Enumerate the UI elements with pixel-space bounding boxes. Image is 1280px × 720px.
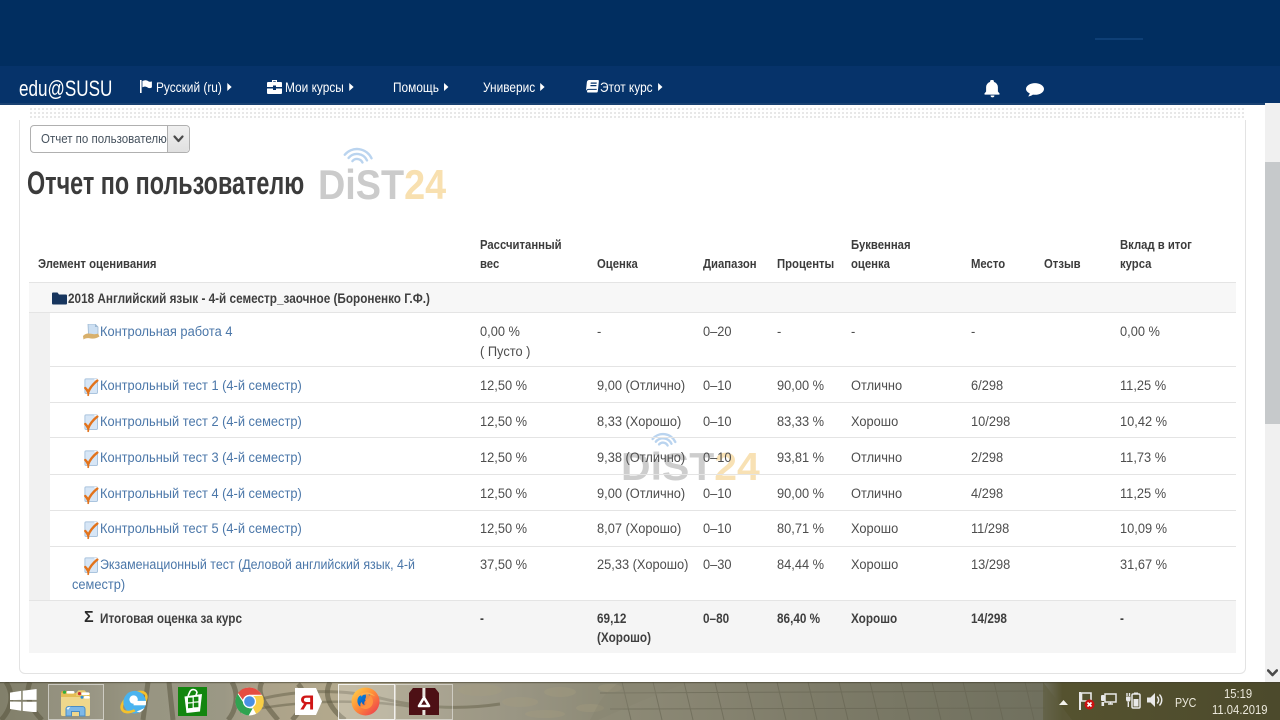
svg-text:Я: Я: [300, 693, 314, 715]
